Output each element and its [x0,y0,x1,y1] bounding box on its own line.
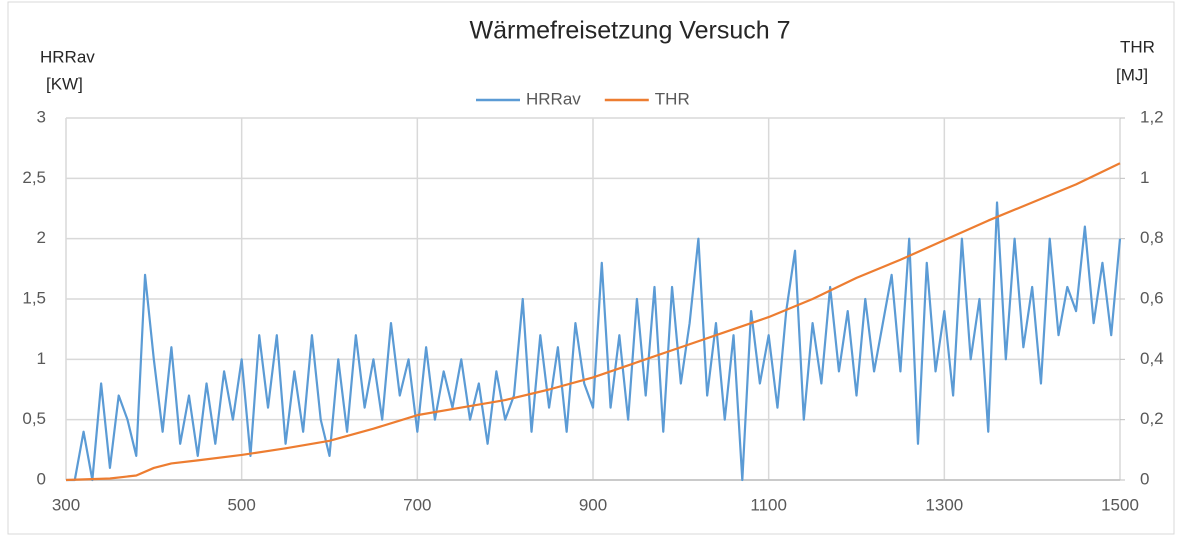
y2-tick-label: 1 [1140,168,1149,187]
y2-tick-label: 0,4 [1140,349,1164,368]
y-tick-label: 0,5 [22,409,46,428]
y2-axis-label: [MJ] [1116,65,1148,84]
data-line [66,201,1122,482]
y-tick-label: 1 [37,349,46,368]
x-tick-label: 500 [227,495,255,514]
x-tick-label: 700 [403,495,431,514]
x-tick-label: 900 [579,495,607,514]
y2-tick-label: 0,2 [1140,409,1164,428]
y2-tick-label: 0 [1140,469,1149,488]
x-tick-label: 1100 [750,495,787,514]
legend-label: HRRav [526,89,581,108]
chart-title: Wärmefreisetzung Versuch 7 [470,17,791,45]
y-axis-label: [KW] [46,74,83,93]
y-axis-label: HRRav [40,47,95,66]
y2-tick-label: 0,6 [1140,288,1164,307]
x-tick-label: 300 [52,495,80,514]
y-tick-label: 0 [37,469,46,488]
chart-border [7,1,1175,535]
y2-axis-label: THR [1120,37,1155,56]
y-tick-label: 1,5 [22,288,46,307]
y-tick-label: 3 [37,107,46,126]
x-tick-label: 1300 [925,495,963,514]
y2-tick-label: 1,2 [1140,107,1164,126]
data-line [65,162,1121,482]
y-tick-label: 2 [37,228,46,247]
x-tick-label: 1500 [1101,495,1139,514]
y2-tick-label: 0,8 [1140,228,1164,247]
legend-label: THR [655,89,690,108]
y-tick-label: 2,5 [22,168,46,187]
